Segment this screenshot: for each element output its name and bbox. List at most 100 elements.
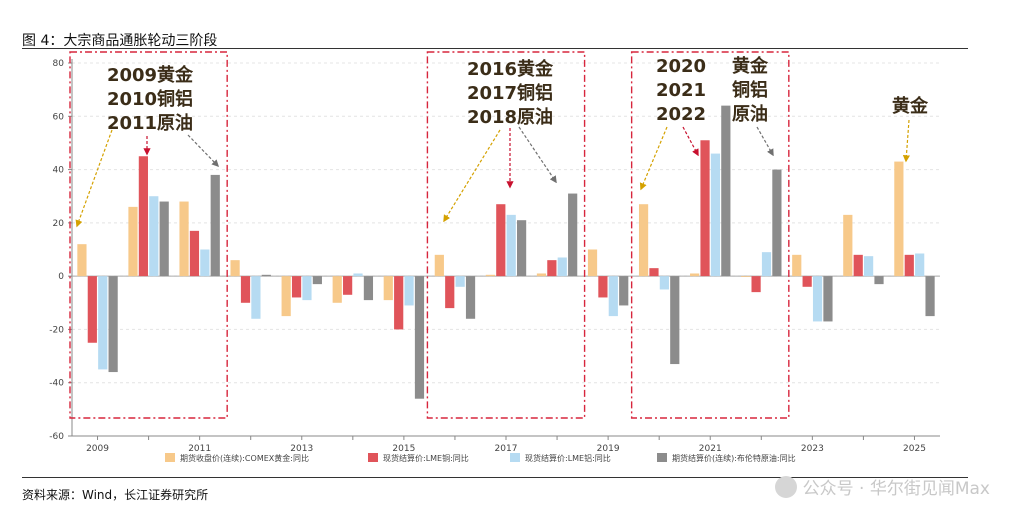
bar-4-2012	[261, 274, 271, 277]
bottom-rule	[22, 477, 968, 478]
bar-2-2022	[751, 276, 761, 293]
x-tick-label: 2017	[495, 444, 518, 454]
bar-1-2017	[485, 274, 495, 277]
bar-2-2015	[394, 276, 404, 330]
bar-4-2022	[772, 169, 782, 277]
bar-3-2011	[200, 249, 210, 277]
bar-1-2018	[536, 273, 547, 277]
bar-1-2019	[587, 249, 598, 277]
annotation-2009-2011-line-2: 2010铜铝	[107, 88, 193, 110]
bar-2-2020	[649, 268, 659, 277]
bar-4-2019	[619, 276, 629, 306]
y-tick-label: 40	[53, 166, 65, 176]
y-tick-label: 20	[53, 219, 65, 229]
bar-1-2022	[741, 276, 751, 277]
bar-3-2019	[608, 276, 618, 317]
annotation-2020-2022-years-line-1: 2020	[656, 56, 706, 77]
arrow-2022-oil	[756, 126, 774, 157]
bar-2-2013	[291, 276, 302, 298]
bar-2-2016	[445, 276, 455, 309]
annotation-2016-2018-line-1: 2016黄金	[467, 58, 554, 80]
bar-1-2015	[383, 276, 393, 301]
annotation-2020-2022-years-line-2: 2021	[656, 80, 706, 101]
bar-1-2020	[638, 204, 649, 277]
bar-4-2015	[414, 276, 425, 399]
bar-2-2017	[496, 204, 506, 277]
arrow-2021-copper	[682, 126, 699, 157]
bar-2-2019	[598, 276, 608, 298]
bar-3-2022	[761, 252, 772, 277]
bar-4-2020	[670, 276, 680, 365]
bar-1-2025	[894, 161, 904, 277]
bar-4-2018	[568, 193, 578, 277]
bar-3-2015	[404, 276, 414, 306]
bar-1-2010	[128, 206, 138, 277]
bar-2-2012	[240, 276, 251, 303]
bar-4-2021	[721, 105, 731, 277]
bar-3-2013	[302, 276, 312, 301]
bar-3-2021	[710, 153, 721, 277]
annotation-2025-gold-line-1: 黄金	[892, 95, 929, 117]
bar-1-2021	[690, 273, 700, 277]
bar-2-2018	[547, 260, 557, 277]
bar-1-2013	[281, 276, 291, 317]
y-tick-label: 0	[58, 272, 64, 282]
bar-4-2014	[363, 276, 374, 301]
bar-3-2012	[251, 276, 261, 319]
bar-1-2014	[332, 276, 342, 303]
bar-3-2025	[915, 253, 925, 277]
bar-3-2024	[864, 256, 874, 277]
y-tick-label: -20	[49, 325, 64, 335]
x-tick-label: 2009	[86, 444, 109, 454]
bar-2-2023	[802, 276, 812, 287]
bar-3-2023	[812, 276, 823, 322]
source-note: 资料来源：Wind，长江证券研究所	[22, 488, 209, 502]
annotation-2020-2022-commodities-line-2: 铜铝	[732, 79, 768, 101]
frame-2016-2018	[426, 51, 586, 419]
legend-label-1: 期货收盘价(连续):COMEX黄金:同比	[180, 453, 309, 463]
x-tick-label: 2011	[188, 444, 211, 454]
x-tick-label: 2025	[903, 444, 926, 454]
bar-4-2024	[874, 276, 884, 285]
annotation-2020-2022-years-line-3: 2022	[656, 104, 706, 125]
top-rule	[22, 48, 968, 49]
bar-4-2010	[159, 201, 169, 277]
legend-swatch-3	[510, 453, 520, 462]
x-tick-label: 2023	[801, 444, 824, 454]
arrow-2018-oil	[518, 126, 557, 184]
arrow-2020-gold	[639, 126, 668, 191]
annotation-2020-2022-commodities-line-3: 原油	[732, 103, 768, 125]
x-tick-label: 2013	[290, 444, 313, 454]
arrow-2011-oil	[187, 134, 220, 168]
bar-3-2014	[353, 273, 363, 277]
x-tick-label: 2019	[597, 444, 620, 454]
legend-swatch-1	[165, 453, 175, 462]
bar-2-2014	[343, 276, 353, 295]
legend-label-2: 现货结算价:LME铜:同比	[383, 453, 469, 463]
bar-4-2023	[823, 276, 833, 322]
frame-2009-2011	[69, 51, 228, 419]
bar-3-2017	[506, 214, 516, 277]
annotation-2016-2018-line-3: 2018原油	[467, 106, 553, 128]
annotation-2020-2022-commodities-line-1: 黄金	[732, 55, 769, 77]
bar-1-2009	[77, 244, 87, 277]
bar-3-2018	[557, 257, 567, 277]
x-tick-label: 2015	[392, 444, 415, 454]
bar-1-2024	[843, 214, 853, 277]
legend-swatch-4	[657, 453, 667, 462]
bar-3-2016	[455, 276, 465, 287]
annotation-2009-2011-line-3: 2011原油	[107, 112, 193, 134]
annotation-2016-2018-line-2: 2017铜铝	[467, 82, 553, 104]
bar-1-2023	[792, 254, 802, 277]
bar-2-2009	[87, 276, 97, 343]
legend-swatch-2	[368, 453, 378, 462]
bar-4-2017	[517, 220, 527, 277]
y-tick-label: -60	[49, 432, 64, 442]
legend-label-4: 期货结算价(连续):布伦特原油:同比	[672, 453, 796, 463]
bar-1-2012	[230, 260, 240, 277]
arrow-2009-gold	[75, 129, 113, 228]
annotation-2009-2011-line-1: 2009黄金	[107, 64, 194, 86]
bar-2-2024	[853, 254, 863, 277]
figure-title: 图 4：大宗商品通胀轮动三阶段	[22, 33, 218, 49]
